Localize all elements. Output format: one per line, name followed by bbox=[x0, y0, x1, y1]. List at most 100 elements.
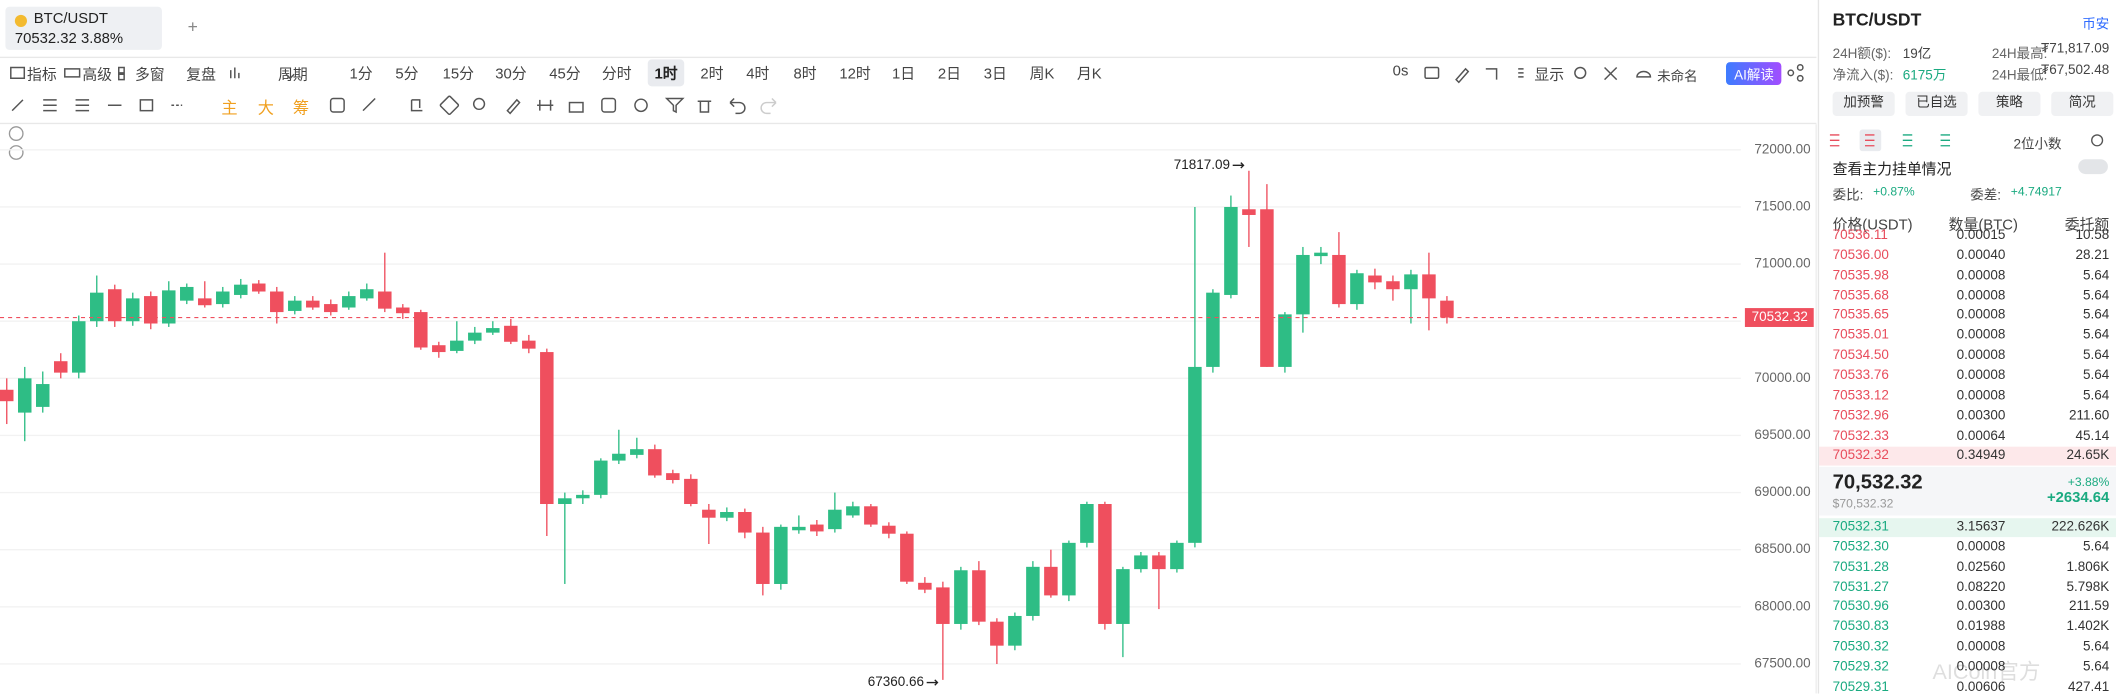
depth-link[interactable]: 查看主力挂单情况 bbox=[1832, 161, 1952, 179]
candle-body bbox=[810, 524, 824, 532]
icon[interactable] bbox=[472, 97, 486, 111]
tool-button[interactable]: 多窗 bbox=[134, 67, 165, 84]
book-total: 5.64 bbox=[2082, 639, 2110, 655]
icon[interactable] bbox=[537, 99, 554, 111]
tool-button[interactable]: 复盘 bbox=[186, 67, 216, 84]
icon[interactable] bbox=[1796, 74, 1804, 82]
icon[interactable] bbox=[410, 99, 423, 112]
add-tab[interactable]: + bbox=[187, 16, 198, 37]
icon[interactable] bbox=[634, 98, 648, 113]
icon[interactable] bbox=[362, 97, 376, 112]
candle-body bbox=[468, 332, 482, 341]
icon[interactable] bbox=[1829, 134, 1840, 147]
book-qty: 3.15637 bbox=[1956, 519, 2006, 535]
period-button[interactable]: 月K bbox=[1076, 66, 1102, 83]
icon[interactable] bbox=[506, 98, 521, 115]
candle-body bbox=[558, 498, 572, 505]
indicator-toggle[interactable]: 主 bbox=[221, 98, 238, 118]
y-tick-label: 71000.00 bbox=[1754, 256, 1810, 271]
panel-button[interactable]: 加预警 bbox=[1832, 91, 1895, 117]
period-button[interactable]: 分时 bbox=[601, 66, 632, 83]
period-button[interactable]: 12时 bbox=[839, 66, 871, 83]
collapse-icon[interactable] bbox=[8, 126, 24, 142]
book-price: 70532.96 bbox=[1832, 408, 1889, 424]
candle-body bbox=[774, 526, 788, 584]
icon[interactable] bbox=[729, 97, 746, 115]
book-price: 70535.65 bbox=[1832, 308, 1889, 324]
icon[interactable] bbox=[760, 97, 777, 115]
icon[interactable] bbox=[439, 95, 460, 115]
candle-body bbox=[918, 582, 932, 590]
exchange[interactable]: 币安 bbox=[2082, 17, 2110, 33]
tool-button[interactable]: 高级 bbox=[82, 67, 113, 84]
indicator-toggle[interactable]: 筹 bbox=[292, 98, 310, 118]
panel-button[interactable]: 简况 bbox=[2051, 91, 2114, 117]
icon[interactable] bbox=[601, 97, 617, 113]
stat-value: 19亿 bbox=[1902, 47, 1932, 63]
period-button[interactable]: 3日 bbox=[983, 66, 1007, 83]
icon[interactable] bbox=[11, 99, 24, 112]
period-button[interactable]: 30分 bbox=[495, 66, 527, 83]
icon[interactable] bbox=[1796, 64, 1804, 71]
toolbar-icons bbox=[10, 64, 1804, 115]
toggle[interactable] bbox=[2078, 159, 2108, 175]
icon[interactable] bbox=[568, 101, 584, 113]
icon[interactable] bbox=[1604, 66, 1652, 81]
tool-button[interactable]: 指标 bbox=[26, 67, 57, 84]
period-button[interactable]: 1日 bbox=[892, 66, 916, 83]
decimals-menu[interactable]: 2位小数 bbox=[2013, 137, 2062, 153]
stat-label: 24H额($): bbox=[1832, 47, 1892, 63]
icon[interactable] bbox=[1424, 66, 1440, 80]
icon[interactable] bbox=[697, 100, 712, 113]
candle-body bbox=[144, 296, 158, 324]
period-button[interactable]: 2时 bbox=[700, 66, 724, 83]
icon[interactable] bbox=[1455, 67, 1524, 84]
display-button[interactable]: 显示 bbox=[1534, 67, 1565, 84]
candle-body bbox=[72, 321, 86, 373]
book-qty: 0.00008 bbox=[1956, 308, 2006, 324]
icon[interactable] bbox=[1574, 66, 1587, 80]
ai-button[interactable]: AI解读 bbox=[1726, 62, 1782, 86]
book-total: 10.58 bbox=[2075, 228, 2110, 243]
period-button[interactable]: 周K bbox=[1029, 66, 1055, 83]
candle-body bbox=[1062, 542, 1076, 596]
period-button[interactable]: 8时 bbox=[793, 66, 817, 83]
icon[interactable] bbox=[75, 99, 90, 112]
y-tick-label: 69000.00 bbox=[1754, 484, 1810, 499]
icon[interactable] bbox=[664, 97, 685, 114]
book-price: 70535.01 bbox=[1832, 328, 1889, 344]
candle-body bbox=[90, 292, 104, 322]
stat-value: ₮71,817.09 bbox=[2040, 41, 2110, 57]
book-total: 1.806K bbox=[2066, 559, 2110, 575]
icon[interactable] bbox=[1940, 134, 1951, 147]
candle-body bbox=[864, 506, 878, 525]
icon[interactable] bbox=[1865, 134, 1875, 147]
indicator-toggle[interactable]: 大 bbox=[257, 98, 274, 118]
book-price: 70530.32 bbox=[1832, 639, 1889, 655]
period-button[interactable]: 4时 bbox=[746, 66, 770, 83]
icon[interactable] bbox=[329, 97, 345, 113]
symbol-tab[interactable]: BTC/USDT 70532.32 3.88% bbox=[5, 6, 162, 50]
period-button[interactable]: 1分 bbox=[349, 66, 373, 83]
candle-body bbox=[882, 525, 896, 534]
period-button[interactable]: 2日 bbox=[937, 66, 962, 83]
candle-body bbox=[1098, 504, 1112, 624]
panel-button[interactable]: 已自选 bbox=[1905, 91, 1968, 117]
candle-body bbox=[504, 325, 518, 342]
icon[interactable] bbox=[139, 99, 154, 112]
candle-body bbox=[1134, 555, 1148, 570]
icon[interactable] bbox=[1787, 69, 1795, 77]
collapse-icon[interactable] bbox=[8, 145, 24, 160]
layout-menu[interactable]: 未命名 bbox=[1657, 70, 1698, 86]
period-button[interactable]: 5分 bbox=[395, 66, 419, 83]
icon[interactable] bbox=[10, 66, 295, 81]
period-button[interactable]: 45分 bbox=[549, 66, 581, 83]
period-button[interactable]: 1时 bbox=[647, 59, 685, 87]
period-button[interactable]: 15分 bbox=[442, 66, 475, 83]
icon[interactable] bbox=[43, 99, 57, 112]
candle-body bbox=[162, 290, 176, 324]
candle-body bbox=[1296, 254, 1310, 315]
panel-button[interactable]: 策略 bbox=[1978, 91, 2041, 117]
book-qty: 0.00040 bbox=[1956, 248, 2006, 263]
icon[interactable] bbox=[1902, 134, 1913, 147]
